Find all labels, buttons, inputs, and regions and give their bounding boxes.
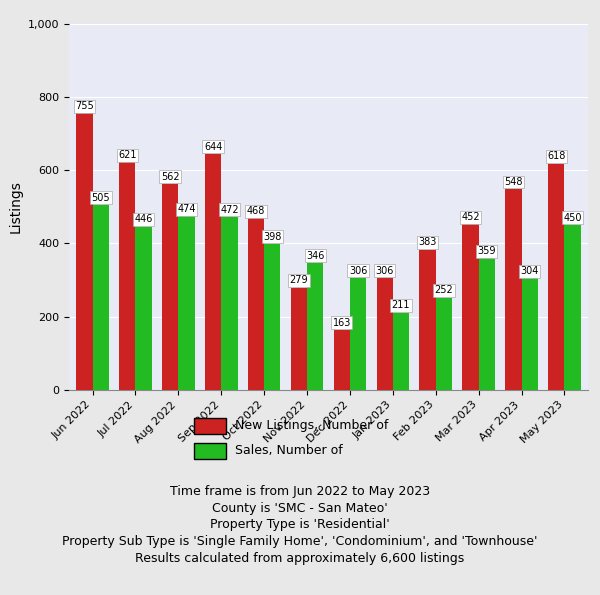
Text: 398: 398	[263, 232, 281, 242]
Bar	[393, 312, 409, 390]
Text: Results calculated from approximately 6,600 listings: Results calculated from approximately 6,…	[136, 552, 464, 565]
Text: 211: 211	[392, 300, 410, 311]
Bar	[521, 278, 538, 390]
Text: 468: 468	[247, 206, 265, 216]
Text: 304: 304	[520, 267, 539, 276]
Bar	[377, 278, 393, 390]
Text: 346: 346	[306, 251, 325, 261]
Y-axis label: Listings: Listings	[8, 180, 22, 233]
Bar	[479, 258, 495, 390]
Bar	[505, 189, 521, 390]
Text: 618: 618	[547, 151, 565, 161]
Text: 755: 755	[75, 101, 94, 111]
Text: 644: 644	[204, 142, 223, 152]
Text: 306: 306	[376, 265, 394, 275]
Text: 505: 505	[91, 193, 110, 203]
Bar	[350, 278, 366, 390]
Bar	[119, 162, 136, 390]
Bar	[92, 205, 109, 390]
Text: 452: 452	[461, 212, 480, 222]
Bar	[463, 224, 479, 390]
Text: New Listings, Number of: New Listings, Number of	[235, 419, 389, 433]
Text: 472: 472	[220, 205, 239, 215]
Bar	[565, 225, 581, 390]
Bar	[334, 330, 350, 390]
Text: 359: 359	[478, 246, 496, 256]
Text: Property Sub Type is 'Single Family Home', 'Condominium', and 'Townhouse': Property Sub Type is 'Single Family Home…	[62, 535, 538, 548]
Bar	[248, 218, 264, 390]
Text: 450: 450	[563, 213, 582, 223]
FancyBboxPatch shape	[194, 418, 226, 434]
Text: 474: 474	[177, 204, 196, 214]
Bar	[291, 287, 307, 390]
Text: 306: 306	[349, 265, 367, 275]
Text: 252: 252	[434, 286, 453, 295]
Bar	[548, 164, 565, 390]
Text: 548: 548	[504, 177, 523, 187]
Bar	[136, 227, 152, 390]
Bar	[221, 217, 238, 390]
Text: 562: 562	[161, 172, 179, 182]
Bar	[264, 244, 280, 390]
Text: County is 'SMC - San Mateo': County is 'SMC - San Mateo'	[212, 502, 388, 515]
Bar	[307, 263, 323, 390]
Text: Sales, Number of: Sales, Number of	[235, 444, 343, 456]
Bar	[178, 216, 194, 390]
Text: 621: 621	[118, 151, 137, 160]
Text: Property Type is 'Residential': Property Type is 'Residential'	[210, 518, 390, 531]
Bar	[419, 249, 436, 390]
Bar	[162, 184, 178, 390]
FancyBboxPatch shape	[194, 443, 226, 459]
Text: 279: 279	[290, 275, 308, 286]
Text: 163: 163	[332, 318, 351, 328]
Bar	[76, 114, 92, 390]
Text: 446: 446	[134, 214, 153, 224]
Text: Time frame is from Jun 2022 to May 2023: Time frame is from Jun 2022 to May 2023	[170, 485, 430, 498]
Bar	[436, 298, 452, 390]
Text: 383: 383	[418, 237, 437, 248]
Bar	[205, 154, 221, 390]
